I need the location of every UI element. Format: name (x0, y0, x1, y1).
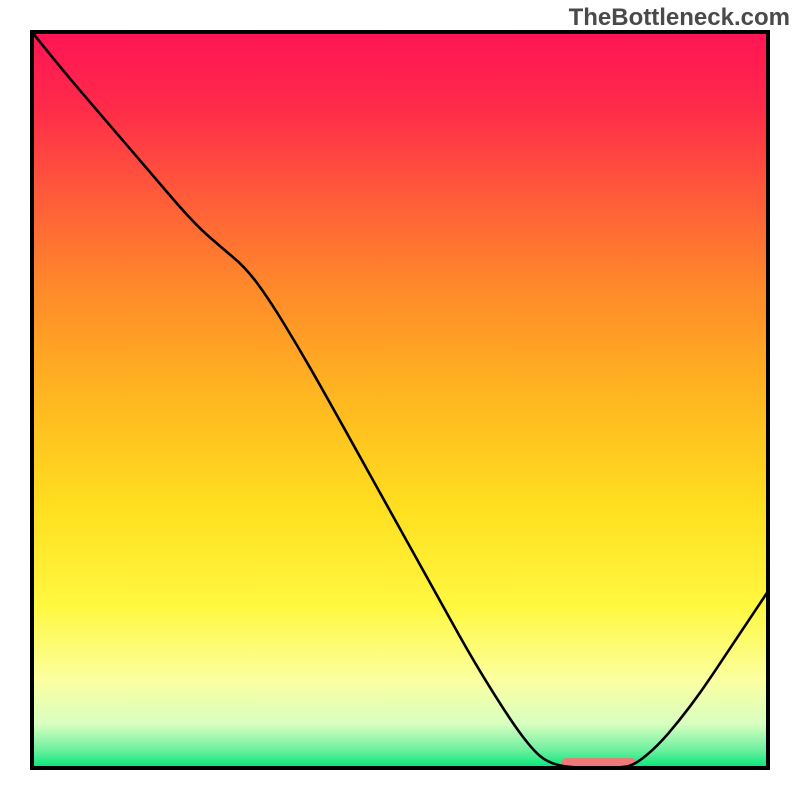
plot-background (32, 32, 768, 768)
watermark-text: TheBottleneck.com (569, 4, 790, 32)
chart-container: TheBottleneck.com (0, 0, 800, 800)
bottleneck-chart (0, 0, 800, 800)
